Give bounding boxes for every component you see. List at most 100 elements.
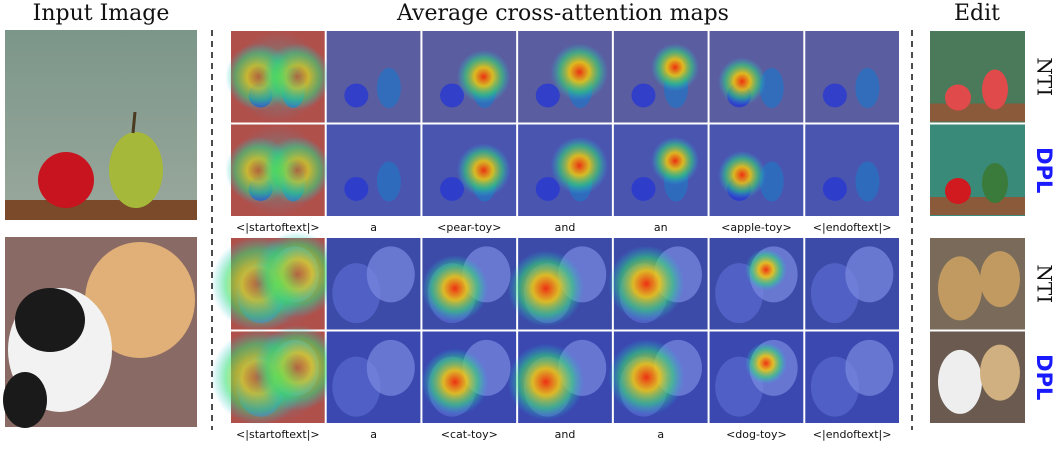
token-label: and bbox=[555, 221, 576, 234]
heat-blob bbox=[744, 342, 788, 385]
heat-blob bbox=[421, 254, 489, 322]
apple-shape bbox=[440, 176, 465, 201]
attention-map bbox=[518, 31, 612, 123]
attention-map bbox=[507, 238, 612, 330]
animal bbox=[980, 344, 1020, 401]
attention-map bbox=[518, 124, 612, 216]
attention-map bbox=[805, 331, 899, 423]
attention-map bbox=[326, 124, 421, 216]
heat-blob bbox=[507, 250, 585, 327]
token-label: <dog-toy> bbox=[726, 428, 787, 441]
attention-map bbox=[225, 31, 331, 123]
map-background bbox=[805, 124, 899, 216]
attention-map bbox=[326, 331, 421, 423]
edit-header: Edit bbox=[954, 1, 1000, 26]
attention-map bbox=[805, 124, 899, 216]
table bbox=[930, 103, 1025, 122]
token-label: a bbox=[370, 428, 377, 441]
heat-blob bbox=[550, 43, 609, 101]
attention-map bbox=[507, 331, 612, 423]
attention-map bbox=[210, 324, 341, 426]
map-background bbox=[326, 31, 421, 123]
heat-blob bbox=[507, 343, 585, 421]
input-image bbox=[5, 30, 197, 220]
attention-map bbox=[421, 331, 517, 423]
heat-wash bbox=[231, 331, 325, 423]
pear-shape bbox=[855, 67, 880, 108]
animal bbox=[980, 251, 1020, 308]
input-image bbox=[3, 237, 197, 428]
token-label: <|endoftext|> bbox=[813, 428, 892, 441]
heat-blob bbox=[651, 136, 699, 185]
token-label: a bbox=[370, 221, 377, 234]
token-label: an bbox=[654, 221, 668, 234]
dog-shape bbox=[845, 246, 894, 303]
dog-shape bbox=[366, 339, 415, 396]
heat-blob bbox=[608, 245, 685, 323]
token-label: <|startoftext|> bbox=[236, 221, 320, 234]
pear-shape bbox=[855, 161, 880, 202]
fruit bbox=[982, 163, 1008, 203]
heat-wash bbox=[231, 31, 325, 123]
fruit bbox=[945, 178, 971, 204]
method-label: NTI bbox=[1033, 57, 1057, 96]
method-label: DPL bbox=[1032, 354, 1056, 400]
apple-shape bbox=[822, 83, 847, 108]
heat-wash bbox=[231, 124, 325, 216]
animal bbox=[938, 349, 982, 414]
fruit bbox=[982, 69, 1008, 110]
edit-image bbox=[930, 331, 1025, 423]
fruit bbox=[945, 84, 971, 111]
apple-shape bbox=[535, 83, 560, 108]
attention-header: Average cross-attention maps bbox=[396, 1, 729, 26]
heat-blob bbox=[718, 57, 766, 106]
attention-map bbox=[608, 331, 708, 423]
attention-map bbox=[709, 331, 804, 423]
token-label: <pear-toy> bbox=[437, 221, 501, 234]
apple-shape bbox=[440, 83, 465, 108]
token-label: <|endoftext|> bbox=[813, 221, 892, 234]
attention-map bbox=[709, 124, 804, 216]
attention-map bbox=[613, 124, 708, 216]
attention-map bbox=[210, 231, 341, 332]
apple-shape bbox=[535, 176, 560, 201]
pear-shape bbox=[376, 67, 401, 108]
token-label: <|startoftext|> bbox=[236, 428, 320, 441]
map-background bbox=[326, 124, 421, 216]
table bbox=[930, 197, 1025, 215]
heat-blob bbox=[744, 248, 788, 291]
heat-blob bbox=[718, 150, 766, 199]
dog-shape bbox=[366, 246, 415, 303]
heat-blob bbox=[608, 338, 685, 416]
pear-shape bbox=[376, 161, 401, 202]
token-label: and bbox=[555, 428, 576, 441]
apple-shape bbox=[631, 83, 656, 108]
method-label: NTI bbox=[1033, 264, 1057, 303]
attention-map bbox=[422, 124, 517, 216]
token-label: <apple-toy> bbox=[721, 221, 792, 234]
attention-map bbox=[709, 238, 804, 330]
attention-map bbox=[805, 238, 899, 330]
attention-map bbox=[805, 31, 899, 123]
dog-shape bbox=[845, 339, 894, 396]
token-label: a bbox=[657, 428, 664, 441]
attention-map bbox=[709, 31, 804, 123]
edit-image bbox=[930, 238, 1025, 330]
method-label: DPL bbox=[1032, 147, 1056, 193]
heat-blob bbox=[421, 348, 489, 416]
attention-map bbox=[613, 31, 708, 123]
heat-blob bbox=[456, 143, 511, 198]
attention-map bbox=[422, 31, 517, 123]
edit-image bbox=[930, 124, 1025, 216]
attention-map bbox=[326, 238, 421, 330]
input-header: Input Image bbox=[33, 1, 170, 26]
apple-shape bbox=[822, 176, 847, 201]
attention-map bbox=[225, 124, 331, 216]
heat-blob bbox=[550, 136, 609, 195]
token-label: <cat-toy> bbox=[441, 428, 498, 441]
attention-map bbox=[421, 238, 517, 330]
apple-shape bbox=[344, 176, 369, 201]
apple-shape bbox=[344, 83, 369, 108]
heat-blob bbox=[651, 43, 699, 92]
